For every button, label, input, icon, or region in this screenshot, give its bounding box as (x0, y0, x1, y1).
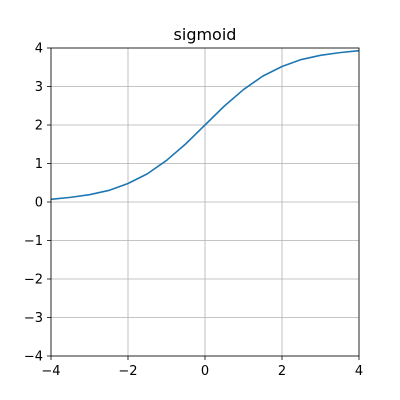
grid (50, 47, 360, 357)
y-tick-label: 3 (35, 80, 43, 95)
y-tick-label: −1 (24, 234, 43, 249)
x-tick-label: 0 (201, 364, 209, 379)
plot-area (50, 49, 360, 201)
sigmoid-line (50, 49, 360, 201)
x-tick-label: 2 (278, 364, 286, 379)
y-tick-label: 0 (35, 196, 43, 211)
y-tick-label: 2 (35, 119, 43, 134)
y-tick-label: −3 (24, 311, 43, 326)
chart-title: sigmoid (174, 25, 237, 44)
y-tick-label: −2 (24, 273, 43, 288)
axes: −4 −2 0 2 4 −4 −3 −2 −1 0 1 2 3 4 (24, 42, 363, 380)
x-tick-label: −2 (118, 364, 137, 379)
x-tick-label: −4 (41, 364, 60, 379)
x-tick-label: 4 (355, 364, 363, 379)
y-tick-label: 4 (35, 42, 43, 57)
y-tick-label: 1 (35, 157, 43, 172)
y-tick-label: −4 (24, 350, 43, 365)
